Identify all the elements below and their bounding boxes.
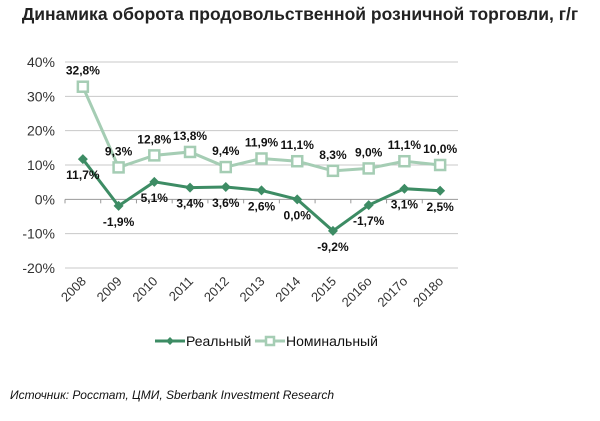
data-point xyxy=(398,154,411,168)
data-point xyxy=(292,194,303,205)
data-label: 5,1% xyxy=(141,191,169,205)
data-label: -1,7% xyxy=(353,214,385,228)
y-tick-label: 30% xyxy=(27,88,55,104)
data-point xyxy=(76,80,90,93)
data-label: 9,3% xyxy=(105,144,133,158)
legend-marker xyxy=(166,337,174,345)
data-label: 12,8% xyxy=(137,132,171,146)
y-tick-label: -20% xyxy=(22,260,55,276)
legend-label: Номинальный xyxy=(286,333,378,349)
data-point xyxy=(326,164,340,178)
y-tick-label: -10% xyxy=(22,226,55,242)
x-tick-label: 2010 xyxy=(129,274,160,305)
data-label: 3,4% xyxy=(176,197,204,211)
data-label: 10,0% xyxy=(423,142,457,156)
data-point xyxy=(362,162,375,175)
legend-marker xyxy=(264,335,276,347)
data-label: 9,0% xyxy=(355,145,383,159)
data-point xyxy=(113,200,124,211)
data-point xyxy=(255,152,268,165)
x-tick-label: 2018о xyxy=(410,274,446,310)
x-tick-label: 2008 xyxy=(58,274,89,305)
data-point xyxy=(256,185,267,196)
data-point xyxy=(290,154,304,168)
data-label: 2,6% xyxy=(248,199,276,213)
data-point xyxy=(77,154,88,165)
y-tick-label: 0% xyxy=(35,191,55,207)
chart-title: Динамика оборота продовольственной розни… xyxy=(21,4,579,24)
data-point xyxy=(327,225,338,236)
y-tick-label: 10% xyxy=(27,157,55,173)
data-label: 32,8% xyxy=(66,64,100,78)
x-tick-label: 2016о xyxy=(339,274,375,310)
data-label: 3,6% xyxy=(212,196,240,210)
data-point xyxy=(183,145,197,159)
data-label: 2,5% xyxy=(426,200,454,214)
data-label: 9,4% xyxy=(212,144,240,158)
data-point xyxy=(433,158,447,172)
data-label: 11,9% xyxy=(245,135,279,149)
data-label: -9,2% xyxy=(317,240,349,254)
x-tick-label: 2015 xyxy=(308,274,339,305)
data-label: 8,3% xyxy=(319,148,347,162)
data-label: -1,9% xyxy=(103,215,135,229)
data-point xyxy=(149,176,160,187)
data-label: 0,0% xyxy=(284,208,312,222)
y-tick-label: 40% xyxy=(27,54,55,70)
y-tick-label: 20% xyxy=(27,123,55,139)
data-point xyxy=(220,181,231,192)
data-point xyxy=(112,161,125,174)
x-tick-label: 2009 xyxy=(94,274,125,305)
data-point xyxy=(148,149,161,162)
data-label: 13,8% xyxy=(173,129,207,143)
data-point xyxy=(435,185,446,196)
x-tick-label: 2012 xyxy=(201,274,232,305)
data-label: 11,1% xyxy=(281,138,315,152)
x-tick-label: 2014 xyxy=(272,274,303,305)
legend-label: Реальный xyxy=(186,333,251,349)
data-label: 11,7% xyxy=(66,168,100,182)
x-tick-label: 2013 xyxy=(237,274,268,305)
data-point xyxy=(219,160,233,174)
x-tick-label: 2011 xyxy=(166,274,196,304)
data-point xyxy=(363,200,374,211)
data-point xyxy=(185,182,196,193)
data-point xyxy=(399,183,410,194)
data-label: 3,1% xyxy=(391,198,419,212)
source-note: Источник: Росстат, ЦМИ, Sberbank Investm… xyxy=(10,388,335,402)
x-tick-label: 2017о xyxy=(374,274,410,310)
data-label: 11,1% xyxy=(388,138,422,152)
